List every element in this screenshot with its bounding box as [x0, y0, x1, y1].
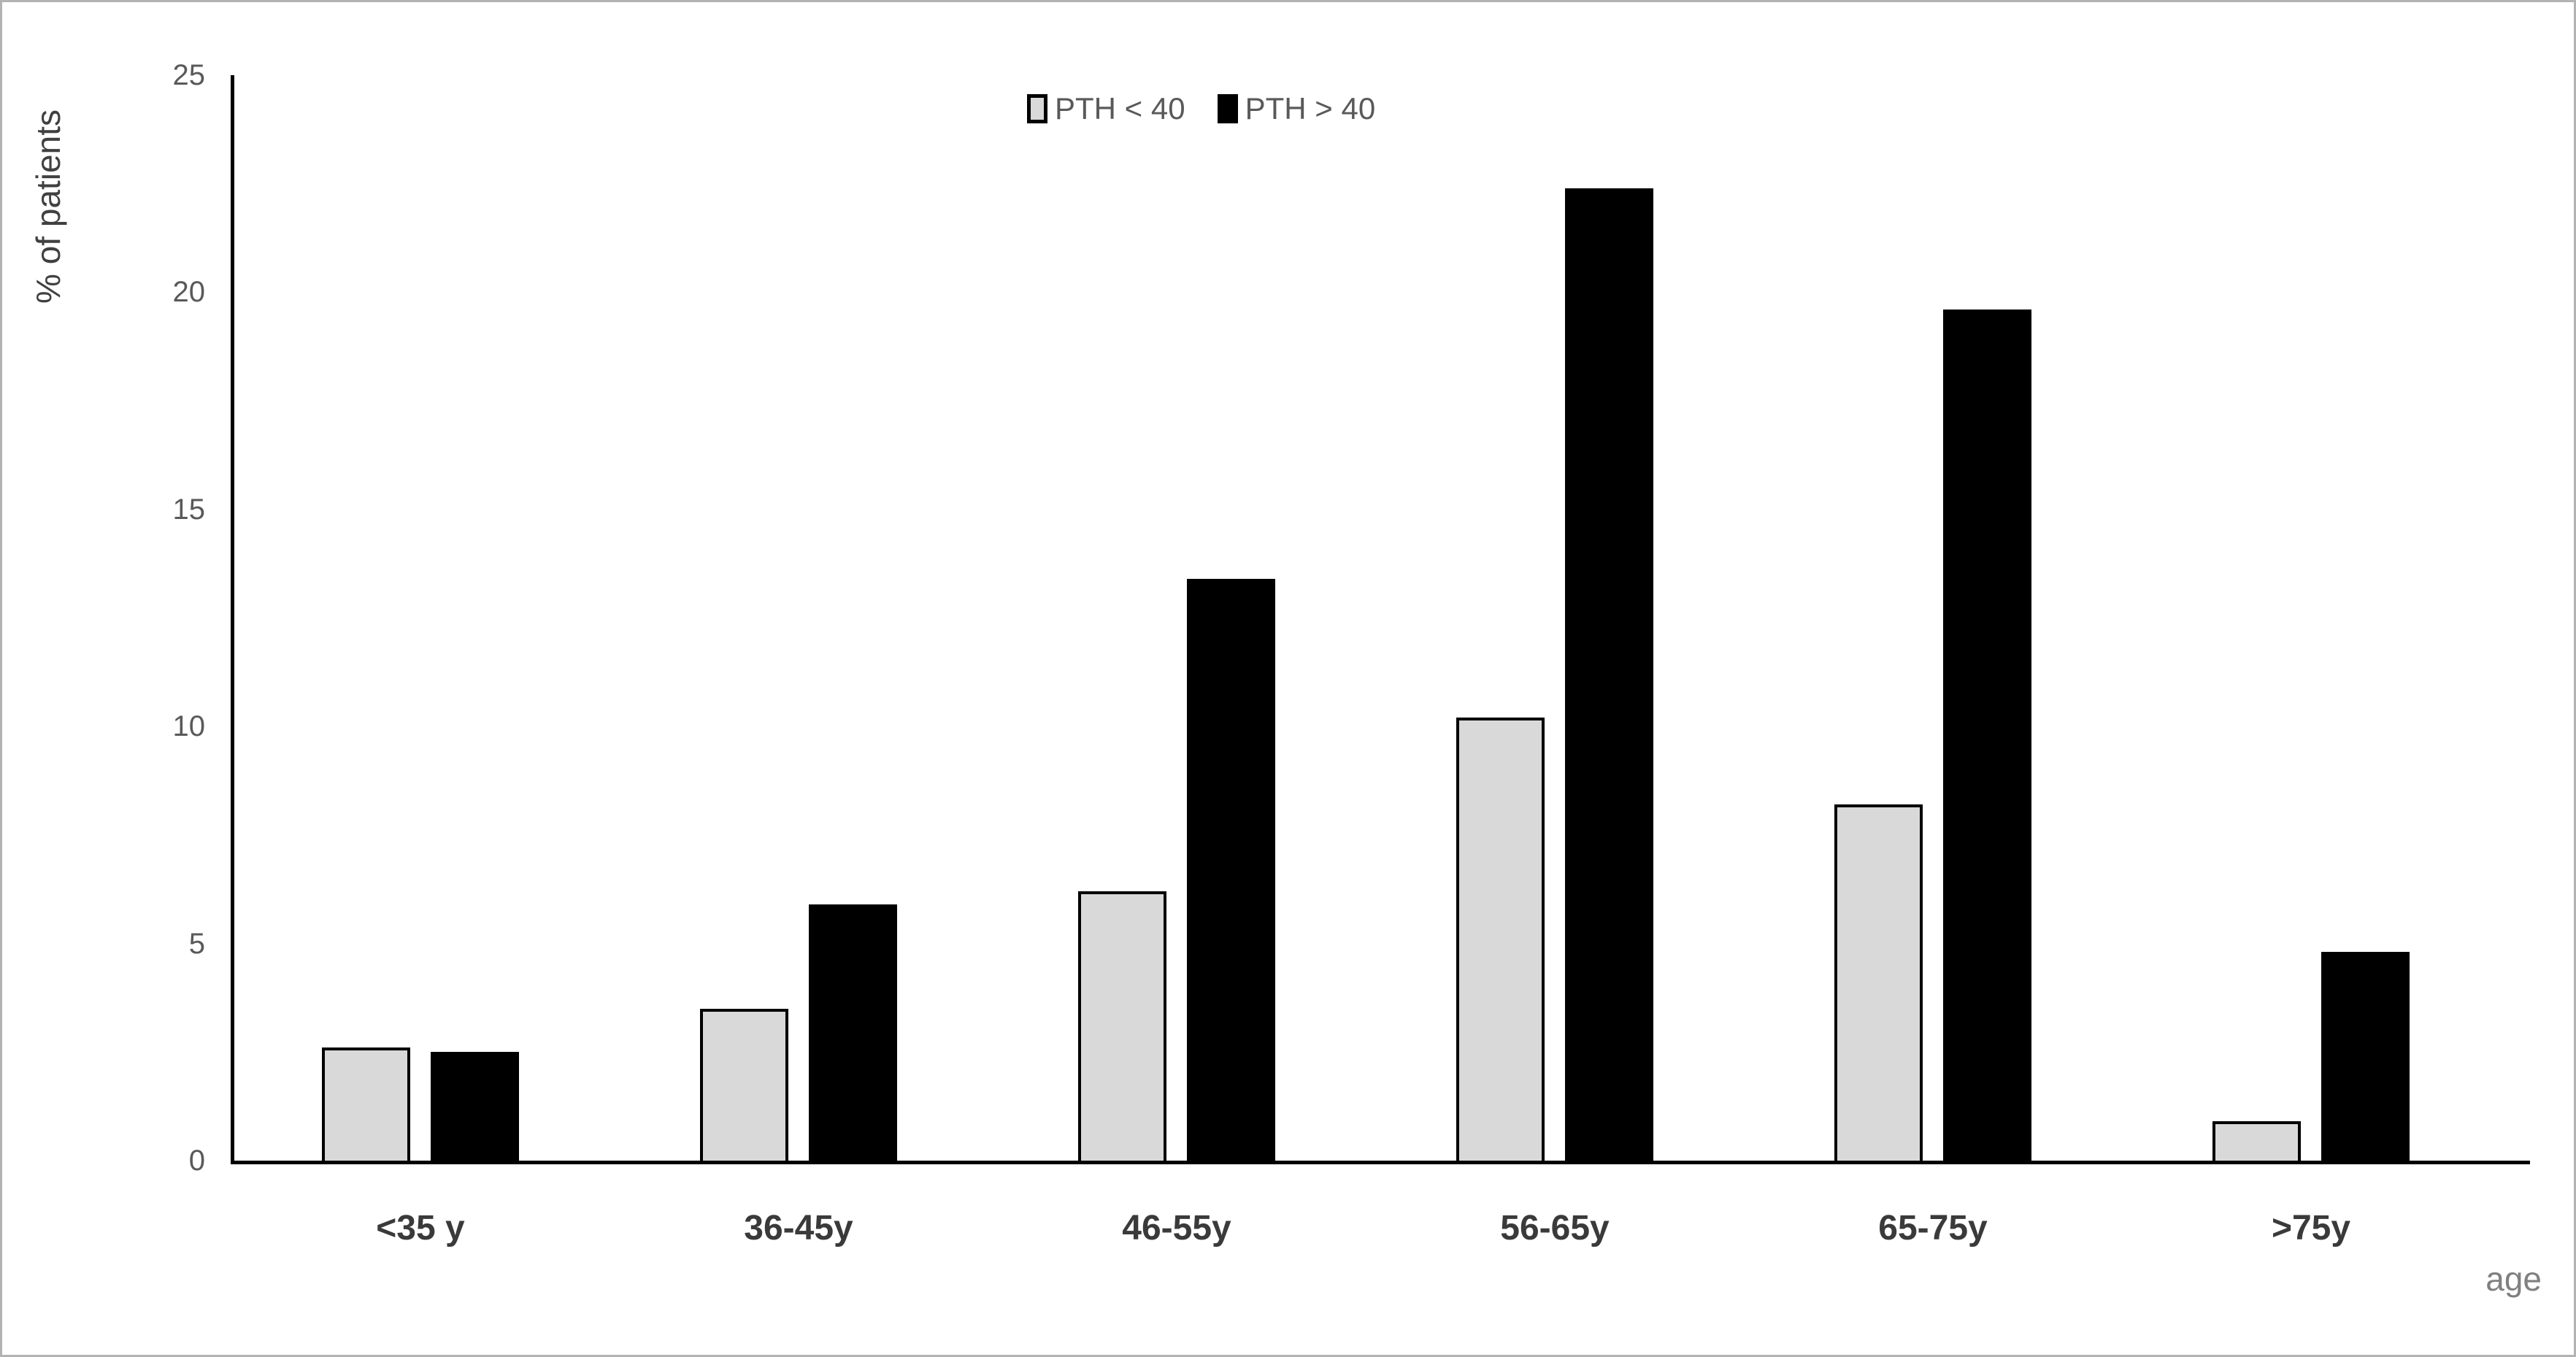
- legend-swatch-icon: [1027, 94, 1047, 123]
- bar-series1-cat6: [2212, 1121, 2301, 1161]
- bar-series2-cat2: [809, 904, 897, 1161]
- legend-item-2: PTH > 40: [1217, 91, 1376, 126]
- x-axis-line: [231, 1161, 2530, 1164]
- x-axis-title: age: [2485, 1260, 2542, 1298]
- bar-series2-cat3: [1187, 578, 1275, 1161]
- bar-series2-cat6: [2321, 952, 2410, 1161]
- bar-series2-cat5: [1943, 310, 2031, 1161]
- bar-series2-cat4: [1565, 188, 1653, 1161]
- bar-series1-cat2: [700, 1008, 788, 1161]
- bar-series1-cat3: [1078, 891, 1166, 1161]
- y-tick-label-20: 20: [172, 276, 206, 309]
- y-axis-title: % of patients: [29, 109, 67, 304]
- y-axis-line: [231, 75, 234, 1164]
- x-category-label-3: 46-55y: [1122, 1209, 1231, 1248]
- y-tick-label-25: 25: [172, 59, 206, 91]
- x-category-label-4: 56-65y: [1500, 1209, 1610, 1248]
- y-tick-label-5: 5: [188, 927, 205, 960]
- legend-label: PTH < 40: [1055, 91, 1185, 126]
- legend-swatch-icon: [1217, 94, 1238, 123]
- y-tick-label-0: 0: [188, 1145, 205, 1177]
- x-category-label-5: 65-75y: [1878, 1209, 1988, 1248]
- legend-item-1: PTH < 40: [1027, 91, 1185, 126]
- bar-series1-cat4: [1456, 718, 1545, 1161]
- x-category-label-2: 36-45y: [744, 1209, 853, 1248]
- y-tick-label-10: 10: [172, 710, 206, 743]
- x-category-label-6: >75y: [2271, 1209, 2351, 1248]
- bar-series1-cat5: [1834, 804, 1923, 1161]
- chart-legend: PTH < 40 PTH > 40: [1027, 91, 1375, 126]
- bar-series2-cat1: [431, 1052, 519, 1161]
- y-tick-label-15: 15: [172, 493, 206, 526]
- legend-label: PTH > 40: [1245, 91, 1376, 126]
- x-category-label-1: <35 y: [376, 1209, 465, 1248]
- bar-series1-cat1: [322, 1047, 410, 1161]
